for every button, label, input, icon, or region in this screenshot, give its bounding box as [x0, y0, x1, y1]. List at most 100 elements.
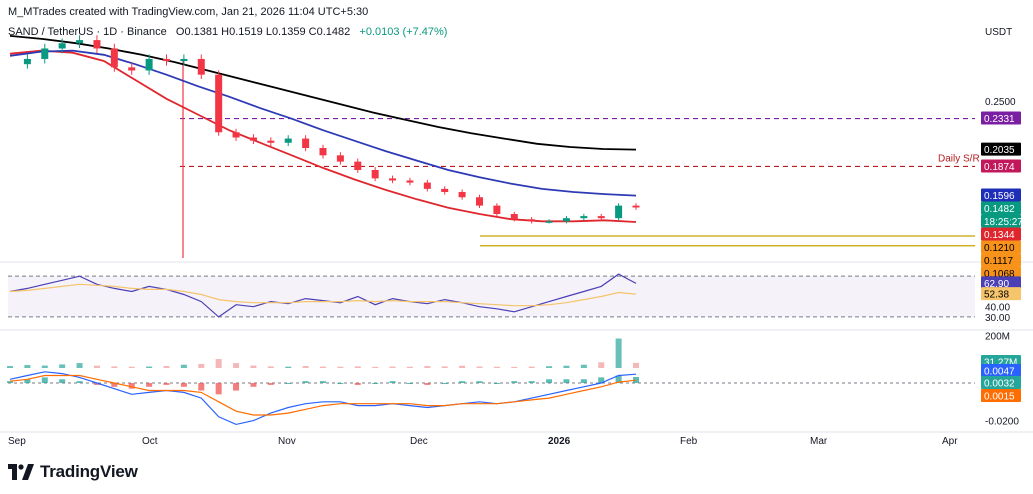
price-label-bg-1	[981, 142, 1021, 156]
price-label-7: 0.1210	[984, 243, 1015, 254]
candle-30	[528, 219, 536, 222]
volume-bar-12	[215, 359, 222, 368]
macd-hist-16	[285, 383, 292, 385]
price-label-bg-5	[981, 214, 1021, 228]
macd-hist-13	[233, 383, 240, 391]
price-label-8: 0.1117	[984, 256, 1014, 267]
candle-5	[93, 40, 101, 49]
rsi-tick-1: 30.00	[985, 313, 1010, 324]
candle-31	[545, 221, 553, 223]
rsi-label-0: 62.90	[984, 279, 1009, 290]
volume-bar-30	[528, 366, 535, 368]
price-label-bg-8	[981, 253, 1021, 267]
candle-10	[180, 58, 188, 62]
x-tick-4: 2026	[548, 436, 571, 447]
volume-bar-6	[111, 366, 118, 368]
change-value: +0.0103 (+7.47%)	[359, 26, 448, 38]
volume-bar-4	[76, 363, 83, 368]
volume-bar-11	[198, 363, 205, 368]
macd-line-0	[9, 371, 637, 426]
candle-35	[615, 205, 623, 219]
price-label-bg-7	[981, 240, 1021, 254]
macd-tick-0: -0.0200	[985, 417, 1019, 428]
volume-bar-32	[563, 365, 570, 368]
macd-hist-5	[93, 383, 100, 385]
volume-bar-0	[7, 366, 13, 368]
volume-bar-29	[511, 366, 518, 368]
price-label-bg-0	[981, 111, 1021, 125]
volume-bar-20	[354, 366, 361, 368]
ema-line-0	[9, 49, 637, 223]
macd-label-0: 0.0047	[984, 367, 1015, 378]
volume-bar-16	[285, 366, 292, 368]
macd-hist-23	[406, 383, 413, 385]
rsi-label-bg-1	[981, 287, 1021, 301]
price-label-2: 0.1874	[984, 162, 1015, 173]
candle-25	[441, 188, 449, 192]
tradingview-logo-text: TradingView	[40, 462, 138, 481]
x-tick-7: Apr	[942, 436, 958, 447]
macd-hist-26	[459, 381, 466, 384]
candle-26	[458, 192, 466, 198]
volume-bar-19	[337, 366, 344, 368]
macd-hist-33	[580, 379, 587, 384]
macd-hist-25	[441, 383, 448, 385]
daily-sr-label: Daily S/R	[938, 153, 980, 164]
macd-hist-7	[128, 383, 135, 389]
macd-label-1: 0.0032	[984, 379, 1015, 390]
volume-label-0: 31.27M	[984, 358, 1017, 369]
macd-label-bg-0	[981, 364, 1021, 377]
price-label-1: 0.2035	[984, 145, 1015, 156]
candle-17	[302, 138, 310, 148]
candle-3	[58, 43, 66, 49]
volume-bar-5	[93, 365, 100, 368]
currency-label: USDT	[985, 27, 1013, 38]
macd-hist-31	[546, 379, 553, 384]
volume-bar-31	[546, 366, 553, 368]
candle-21	[371, 170, 379, 179]
volume-bar-10	[180, 364, 187, 368]
ema-line-1	[9, 49, 637, 197]
volume-bar-3	[59, 364, 66, 368]
rsi-tick-0: 40.00	[985, 303, 1010, 314]
volume-bar-35	[615, 338, 622, 368]
volume-bar-13	[233, 363, 240, 368]
created-by-label: M_MTrades created with TradingView.com, …	[8, 6, 369, 18]
volume-bar-17	[302, 366, 309, 368]
x-tick-6: Mar	[810, 436, 828, 447]
volume-bar-27	[476, 366, 483, 368]
price-label-5: 18:25:27	[984, 217, 1023, 228]
rsi-label-bg-0	[981, 276, 1021, 290]
candle-24	[423, 182, 431, 189]
ema-line-2	[9, 35, 637, 151]
candle-36	[632, 205, 640, 208]
macd-hist-14	[250, 383, 257, 387]
candle-28	[493, 205, 501, 214]
macd-hist-3	[59, 379, 66, 384]
tradingview-logo[interactable]: TradingView	[8, 462, 138, 482]
volume-bar-14	[250, 365, 257, 368]
volume-bar-33	[580, 364, 587, 368]
candle-12	[215, 74, 223, 133]
macd-hist-11	[198, 383, 205, 391]
rsi-label-1: 52.38	[984, 290, 1009, 301]
symbol-ohlc-line: SAND / TetherUS · 1D · Binance O0.1381 H…	[8, 26, 447, 38]
volume-bar-34	[598, 362, 605, 368]
volume-bar-8	[146, 366, 153, 368]
candle-14	[249, 137, 257, 141]
volume-bar-22	[389, 366, 396, 368]
macd-hist-32	[563, 379, 570, 384]
candle-20	[354, 161, 362, 170]
rsi-line-0	[9, 273, 637, 318]
x-tick-0: Sep	[8, 436, 26, 447]
x-tick-2: Nov	[278, 436, 296, 447]
candle-6	[110, 48, 118, 68]
macd-hist-21	[372, 383, 379, 385]
macd-hist-4	[76, 381, 83, 384]
macd-hist-2	[41, 377, 48, 384]
x-tick-5: Feb	[680, 436, 698, 447]
symbol-name[interactable]: SAND / TetherUS · 1D · Binance	[8, 26, 167, 38]
macd-hist-34	[598, 377, 605, 384]
candle-13	[232, 132, 240, 138]
